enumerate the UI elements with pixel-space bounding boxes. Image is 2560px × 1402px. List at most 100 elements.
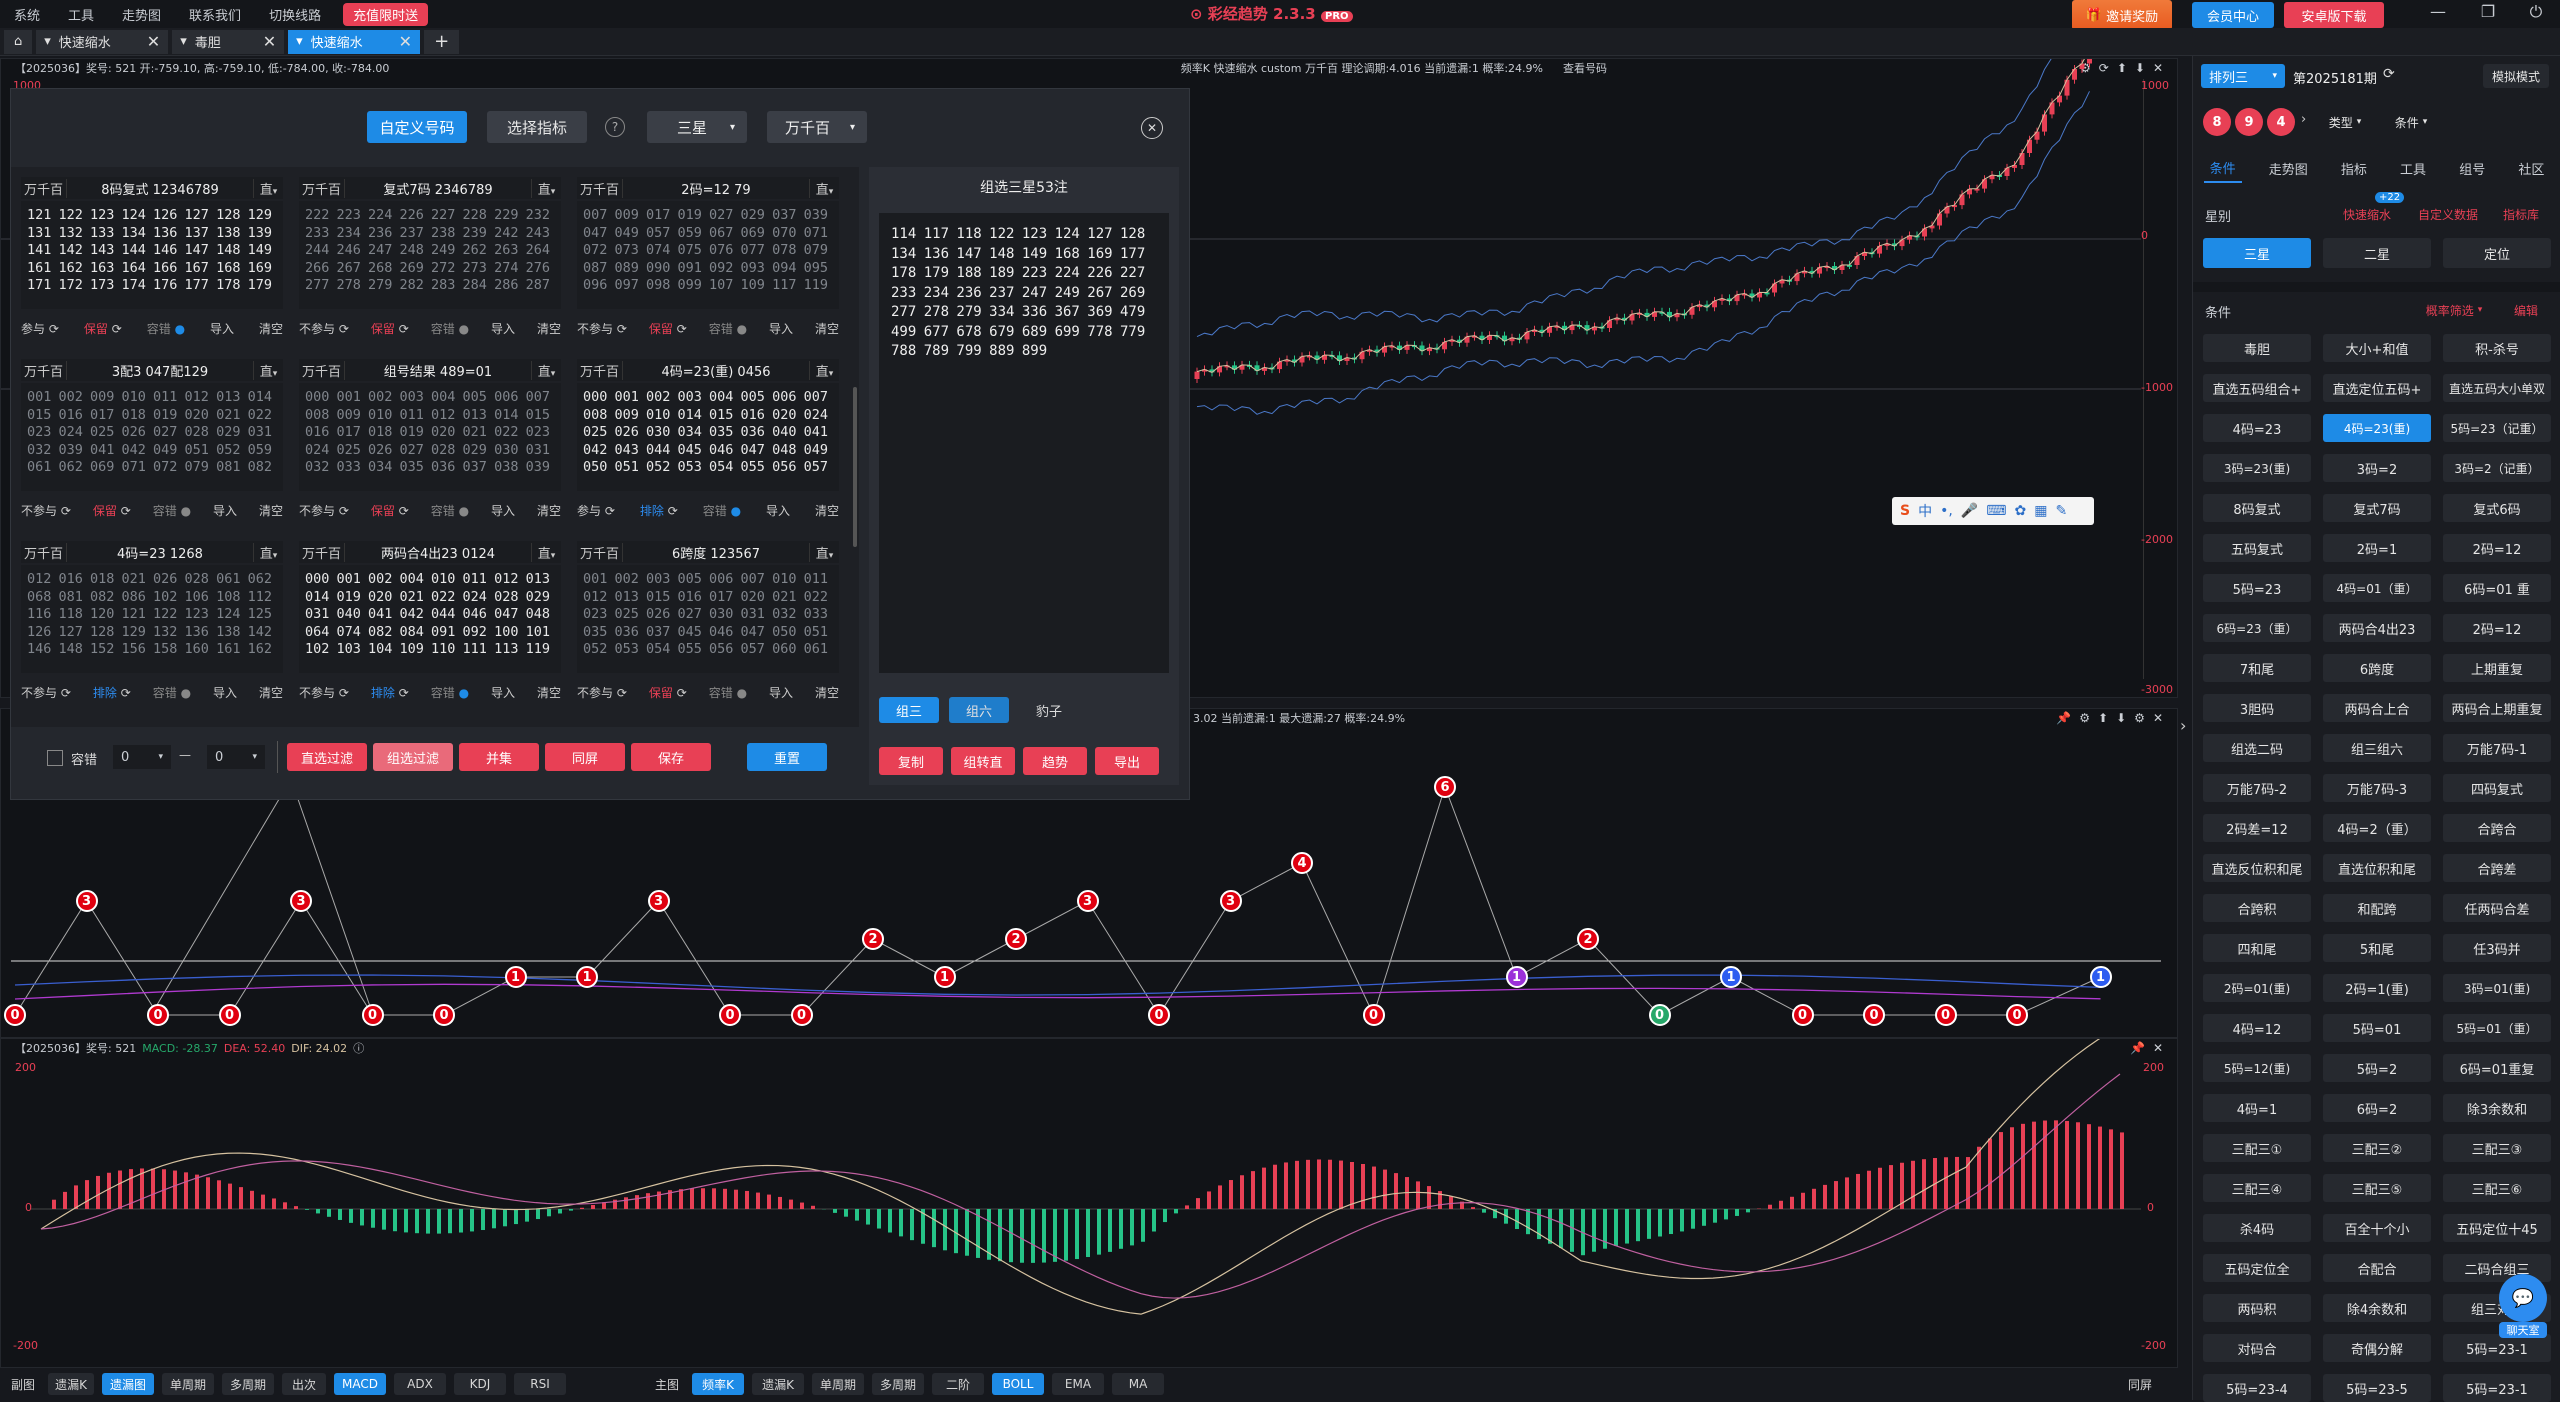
condition-button[interactable]: 复式7码 (2323, 494, 2431, 522)
condition-button[interactable]: 3码=23(重) (2203, 454, 2311, 482)
condition-button[interactable]: 3胆码 (2203, 694, 2311, 722)
import-button[interactable]: 导入 (210, 320, 234, 337)
condition-button[interactable]: 两码合上合 (2323, 694, 2431, 722)
type-select[interactable]: 类型▾ (2317, 110, 2373, 134)
participate-toggle[interactable]: 参与 ⟳ (577, 502, 615, 519)
import-button[interactable]: 导入 (213, 502, 237, 519)
tolerance-toggle[interactable]: 容错 ● (709, 320, 747, 337)
condition-button[interactable]: 5码=2 (2323, 1054, 2431, 1082)
condition-button[interactable]: 奇偶分解 (2323, 1334, 2431, 1362)
tolerance-toggle[interactable]: 容错 ● (431, 684, 469, 701)
bottom-tab[interactable]: MACD (334, 1373, 386, 1395)
card-mode-select[interactable]: 直▾ (253, 361, 283, 380)
condition-button[interactable]: 6码=23（重） (2203, 614, 2311, 642)
participate-toggle[interactable]: 不参与 ⟳ (299, 502, 349, 519)
condition-button[interactable]: 两码合上期重复 (2443, 694, 2551, 722)
bottom-tab[interactable]: 频率K (692, 1373, 744, 1395)
card-mode-select[interactable]: 直▾ (253, 543, 283, 562)
position-select[interactable]: 万千百▾ (767, 111, 867, 143)
condition-button[interactable]: 和配跨 (2323, 894, 2431, 922)
right-nav-item[interactable]: 组号 (2453, 155, 2491, 182)
minimize-icon[interactable]: — (2424, 2, 2452, 26)
direct-filter-button[interactable]: 直选过滤 (287, 743, 367, 771)
condition-button[interactable]: 2码=12 (2443, 534, 2551, 562)
keep-toggle[interactable]: 排除 ⟳ (371, 684, 409, 701)
card-position[interactable]: 万千百 (21, 361, 67, 380)
card-position[interactable]: 万千百 (299, 179, 345, 198)
bottom-tab[interactable]: 单周期 (812, 1373, 864, 1395)
power-icon[interactable]: ⏻ (2522, 2, 2550, 26)
menu-switch-line[interactable]: 切换线路 (255, 5, 335, 24)
close-dialog-icon[interactable]: ✕ (1141, 117, 1163, 139)
condition-button[interactable]: 2码=12 (2443, 614, 2551, 642)
participate-toggle[interactable]: 参与 ⟳ (21, 320, 59, 337)
bottom-tab[interactable]: 出次 (282, 1373, 326, 1395)
bottom-tab[interactable]: 多周期 (872, 1373, 924, 1395)
card-position[interactable]: 万千百 (21, 543, 67, 562)
keep-toggle[interactable]: 保留 ⟳ (84, 320, 122, 337)
keep-toggle[interactable]: 排除 ⟳ (93, 684, 131, 701)
save-button[interactable]: 保存 (631, 743, 711, 771)
reset-button[interactable]: 重置 (747, 743, 827, 771)
simulation-mode-button[interactable]: 模拟模式 (2483, 64, 2549, 88)
import-button[interactable]: 导入 (213, 684, 237, 701)
bottom-tab[interactable]: 遗漏图 (102, 1373, 154, 1395)
tolerance-min-select[interactable]: 0▾ (113, 745, 171, 769)
condition-button[interactable]: 2码=1(重) (2323, 974, 2431, 1002)
condition-button[interactable]: 对码合 (2203, 1334, 2311, 1362)
condition-button[interactable]: 3码=2 (2323, 454, 2431, 482)
condition-button[interactable]: 毒胆 (2203, 334, 2311, 362)
same-screen-button[interactable]: 同屏 (545, 743, 625, 771)
leopard-tab[interactable]: 豹子 (1019, 697, 1079, 723)
condition-button[interactable]: 五码定位全 (2203, 1254, 2311, 1282)
condition-button[interactable]: 5码=23 (2203, 574, 2311, 602)
condition-button[interactable]: 直选位积和尾 (2323, 854, 2431, 882)
condition-button[interactable]: 任两码合差 (2443, 894, 2551, 922)
right-nav-item[interactable]: 工具 (2394, 155, 2432, 182)
clear-button[interactable]: 清空 (815, 502, 839, 519)
chevron-right-icon[interactable]: › (2301, 112, 2306, 127)
participate-toggle[interactable]: 不参与 ⟳ (21, 502, 71, 519)
clear-button[interactable]: 清空 (537, 320, 561, 337)
bottom-tab[interactable]: KDJ (454, 1373, 506, 1395)
group-filter-button[interactable]: 组选过滤 (373, 743, 453, 771)
condition-button[interactable]: 万能7码-1 (2443, 734, 2551, 762)
home-tab[interactable]: ⌂ (4, 30, 32, 54)
bottom-tab[interactable]: EMA (1052, 1373, 1104, 1395)
condition-button[interactable]: 6跨度 (2323, 654, 2431, 682)
export-button[interactable]: 导出 (1095, 747, 1159, 775)
condition-button[interactable]: 三配三② (2323, 1134, 2431, 1162)
prob-filter-select[interactable]: 概率筛选▾ (2411, 298, 2497, 322)
clear-button[interactable]: 清空 (259, 684, 283, 701)
condition-button[interactable]: 8码复式 (2203, 494, 2311, 522)
card-position[interactable]: 万千百 (577, 179, 623, 198)
card-mode-select[interactable]: 直▾ (531, 179, 561, 198)
recharge-button[interactable]: 充值限时送 (343, 3, 428, 26)
right-nav-item[interactable]: 条件 (2204, 154, 2242, 183)
clear-button[interactable]: 清空 (815, 320, 839, 337)
right-nav-item[interactable]: 社区 (2512, 155, 2550, 182)
tolerance-checkbox[interactable] (47, 750, 63, 766)
condition-button[interactable]: 除3余数和 (2443, 1094, 2551, 1122)
condition-button[interactable]: 四和尾 (2203, 934, 2311, 962)
import-button[interactable]: 导入 (766, 502, 790, 519)
star-position-button[interactable]: 定位 (2443, 238, 2551, 268)
add-tab-button[interactable]: + (424, 30, 459, 54)
bottom-tab[interactable]: ADX (394, 1373, 446, 1395)
tolerance-toggle[interactable]: 容错 ● (703, 502, 741, 519)
import-button[interactable]: 导入 (769, 320, 793, 337)
lottery-select[interactable]: 排列三▾ (2201, 64, 2285, 88)
same-screen-tab[interactable]: 同屏 (2120, 1373, 2160, 1395)
tolerance-toggle[interactable]: 容错 ● (709, 684, 747, 701)
clear-button[interactable]: 清空 (259, 320, 283, 337)
condition-button[interactable]: 4码=2（重） (2323, 814, 2431, 842)
trend-button[interactable]: 趋势 (1023, 747, 1087, 775)
condition-button[interactable]: 两码合4出23 (2323, 614, 2431, 642)
refresh-icon[interactable]: ⟳ (2383, 66, 2395, 82)
condition-button[interactable]: 五码定位十45 (2443, 1214, 2551, 1242)
tab-quick-shrink-2[interactable]: ▾快速缩水✕ (288, 30, 420, 54)
condition-select[interactable]: 条件▾ (2381, 110, 2441, 134)
condition-button[interactable]: 合跨积 (2203, 894, 2311, 922)
star-three-button[interactable]: 三星 (2203, 238, 2311, 268)
bottom-tab[interactable]: MA (1112, 1373, 1164, 1395)
